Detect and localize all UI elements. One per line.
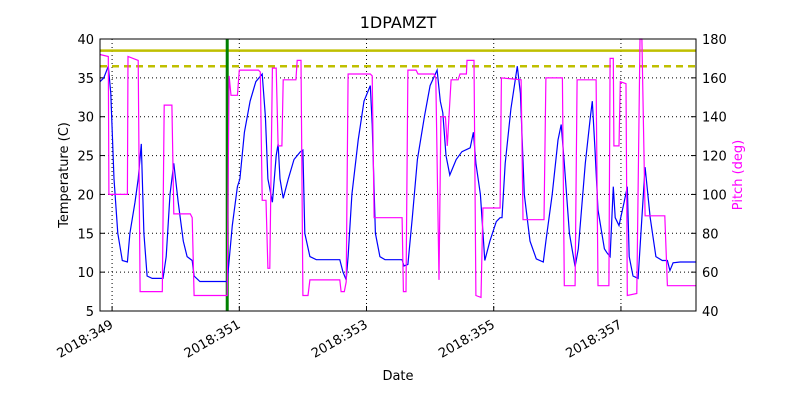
y2-tick-label: 180 — [702, 33, 727, 48]
y-tick-label: 35 — [77, 72, 94, 87]
x-tick-label: 2018:351 — [182, 317, 243, 361]
series-line — [99, 38, 696, 299]
x-tick-label: 2018:353 — [309, 317, 370, 361]
y2-axis-label: Pitch (deg) — [731, 140, 746, 210]
chart-title: 1DPAMZT — [360, 13, 437, 32]
y2-tick-label: 60 — [702, 266, 719, 281]
x-tick-label: 2018:355 — [436, 317, 497, 361]
y2-tick-label: 80 — [702, 227, 719, 242]
y2-tick-label: 140 — [702, 111, 727, 126]
y-tick-label: 10 — [77, 266, 94, 281]
plot-frame — [99, 38, 697, 312]
y2-tick-label: 100 — [702, 188, 727, 203]
y-tick-label: 5 — [86, 305, 94, 320]
y2-tick-label: 40 — [702, 305, 719, 320]
series-line — [99, 65, 696, 283]
y-axis-label: Temperature (C) — [57, 122, 72, 229]
y-tick-label: 40 — [77, 33, 94, 48]
y-tick-label: 30 — [77, 111, 94, 126]
y2-tick-label: 160 — [702, 72, 727, 87]
x-tick-label: 2018:357 — [564, 317, 625, 361]
x-tick-label: 2018:349 — [55, 317, 116, 361]
y-tick-label: 25 — [77, 150, 94, 165]
y2-tick-label: 120 — [702, 150, 727, 165]
y-tick-label: 20 — [77, 188, 94, 203]
x-axis-label: Date — [382, 369, 413, 384]
y-tick-label: 15 — [77, 227, 94, 242]
